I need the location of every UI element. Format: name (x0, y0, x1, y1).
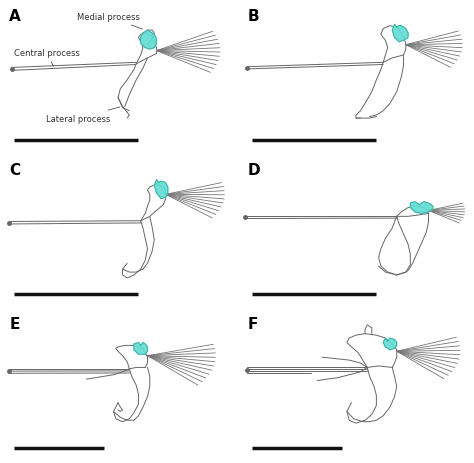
Text: E: E (9, 316, 19, 332)
Text: F: F (247, 316, 257, 332)
Text: D: D (247, 163, 260, 178)
Polygon shape (383, 338, 397, 350)
Polygon shape (134, 343, 147, 355)
Text: Central process: Central process (14, 49, 80, 67)
Polygon shape (155, 180, 168, 199)
Polygon shape (141, 31, 156, 50)
Text: C: C (9, 163, 20, 178)
Text: Lateral process: Lateral process (46, 108, 120, 123)
Polygon shape (410, 202, 433, 214)
Text: B: B (247, 9, 259, 24)
Text: A: A (9, 9, 21, 24)
Text: Medial process: Medial process (77, 13, 143, 30)
Polygon shape (392, 25, 408, 43)
